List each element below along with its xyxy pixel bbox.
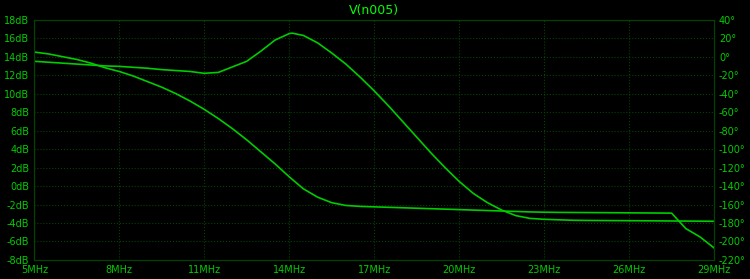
Title: V(n005): V(n005)	[349, 4, 399, 17]
